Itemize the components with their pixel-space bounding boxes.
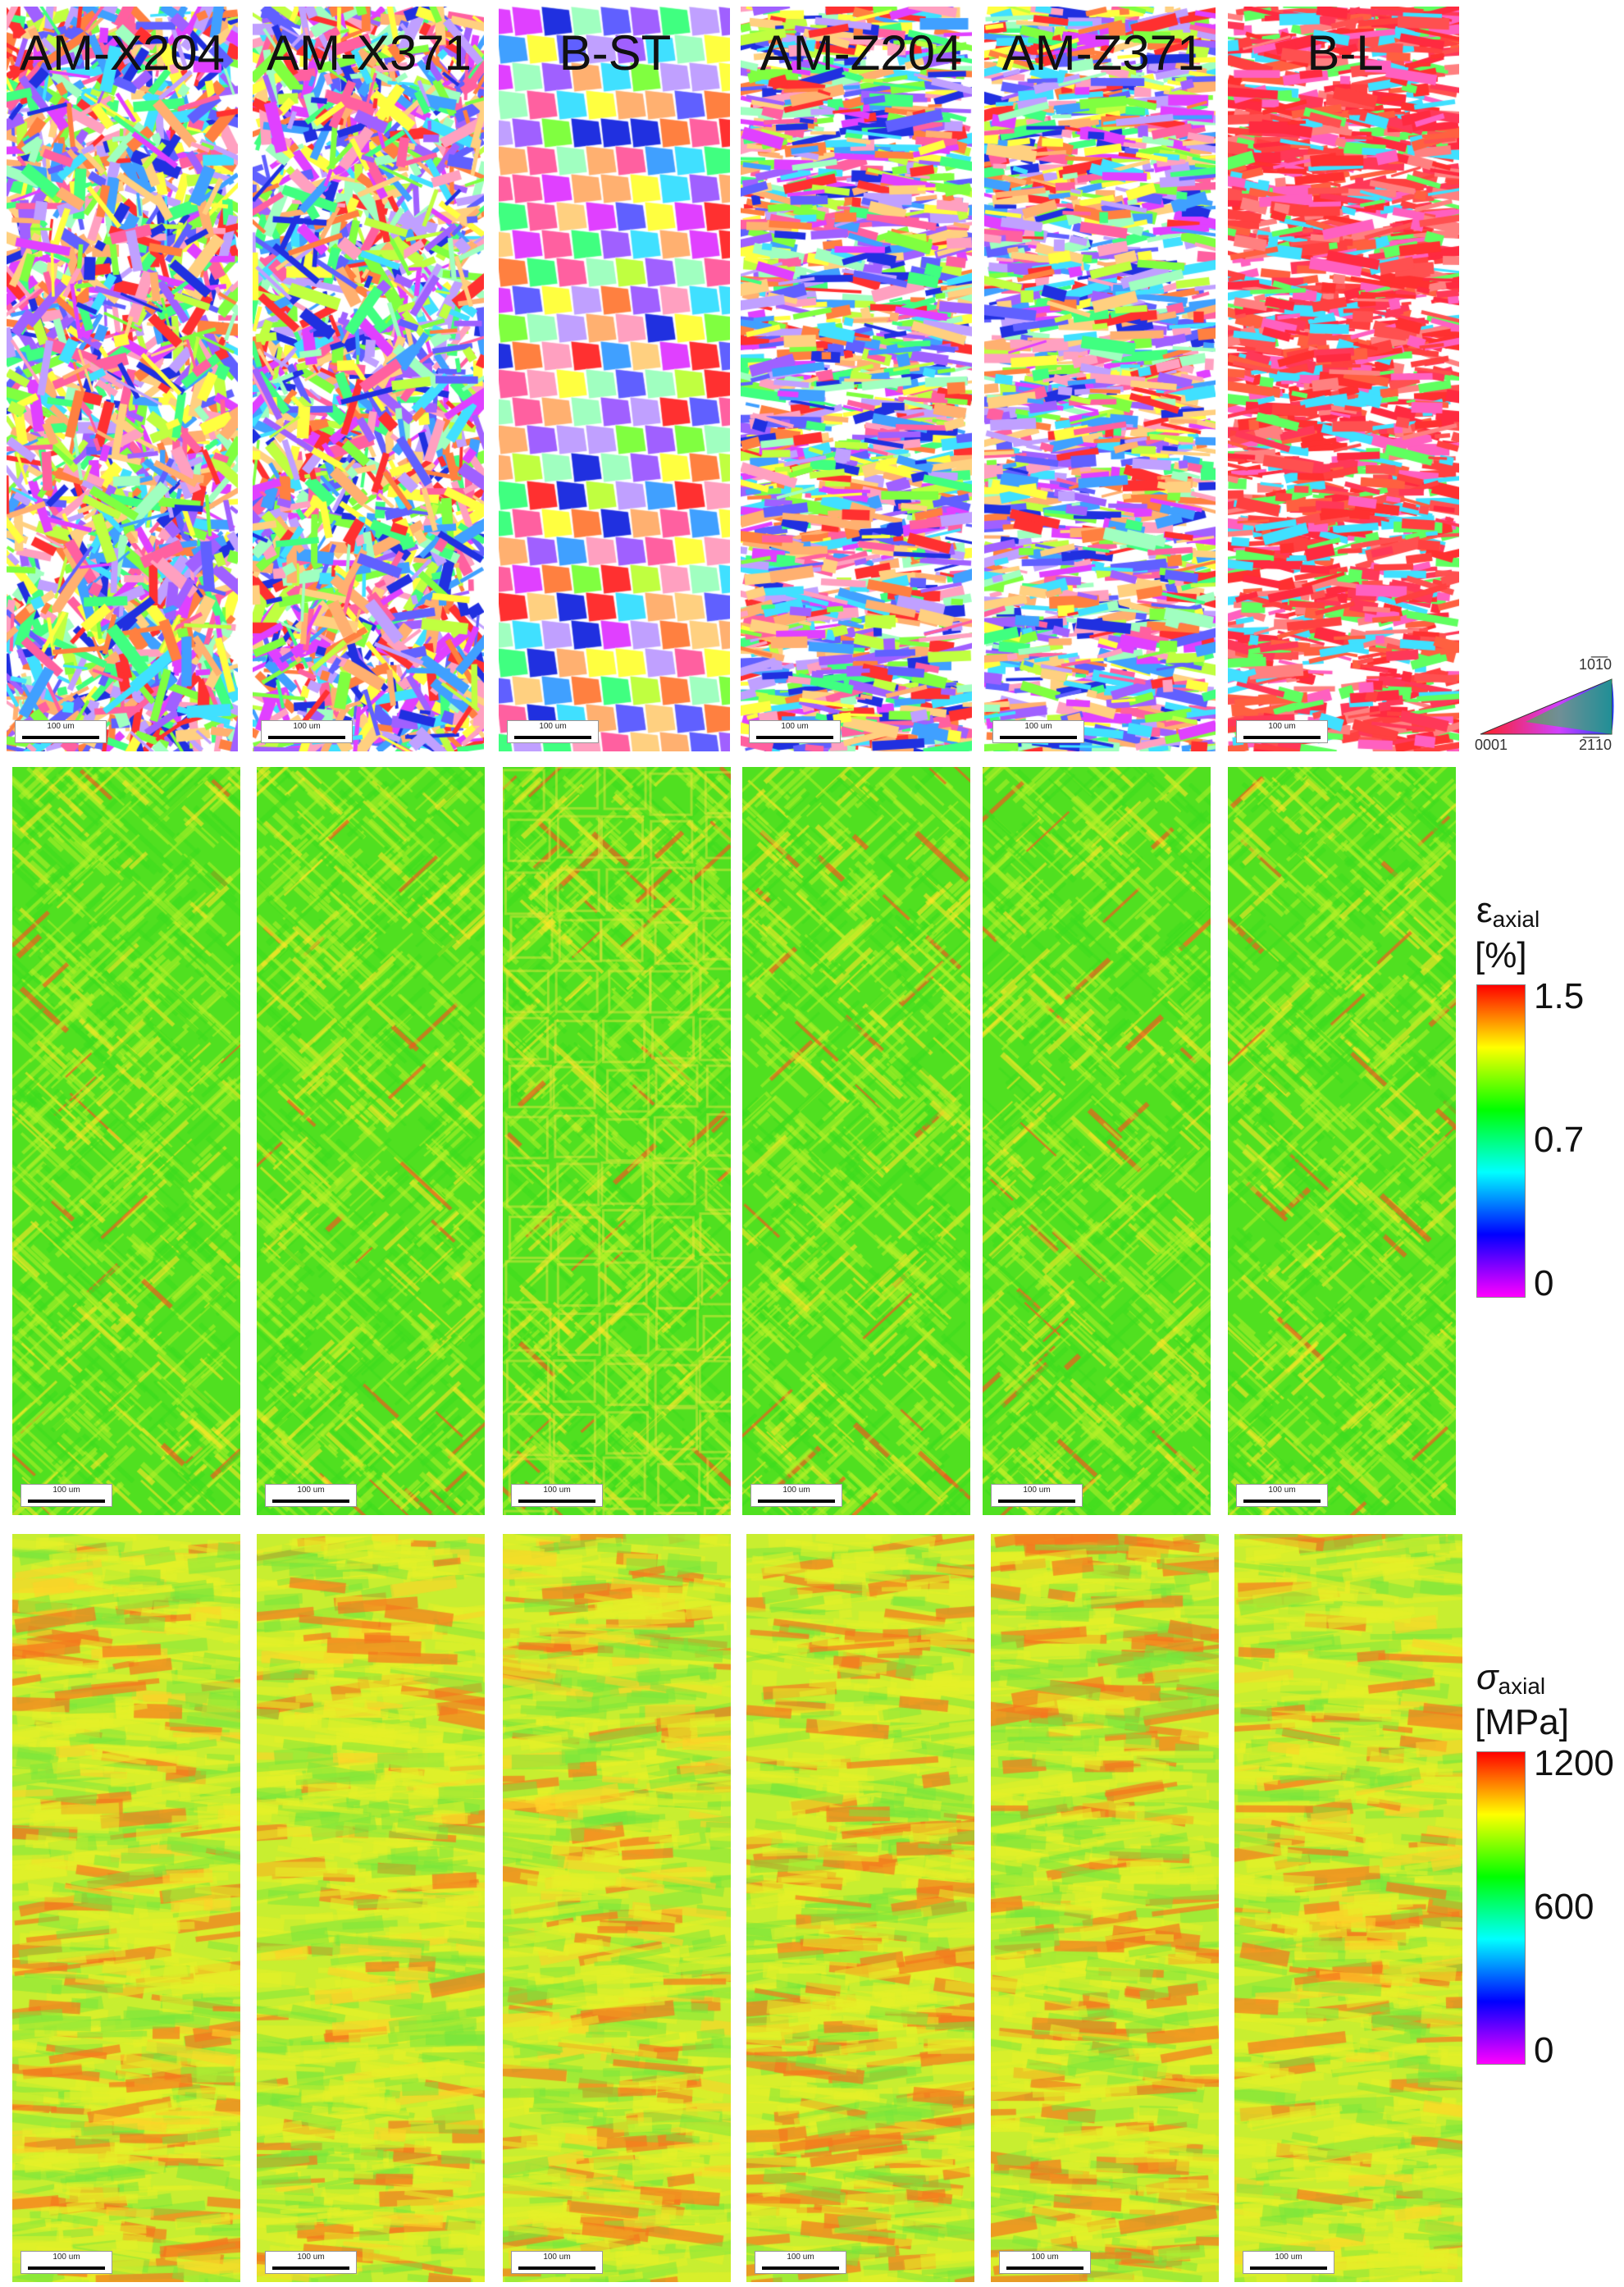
scale-bar: 100 um bbox=[750, 1484, 842, 1507]
strain-map-am-z371: 100 um bbox=[983, 767, 1211, 1515]
stress-map-am-x371: 100 um bbox=[257, 1534, 485, 2282]
scale-bar: 100 um bbox=[511, 1484, 603, 1507]
ipf-color-key bbox=[1480, 678, 1614, 735]
strain-map-am-x204: 100 um bbox=[12, 767, 240, 1515]
stress-map-am-x204: 100 um bbox=[12, 1534, 240, 2282]
strain-map-am-z204: 100 um bbox=[742, 767, 970, 1515]
strain-map-b-l: 100 um bbox=[1228, 767, 1456, 1515]
stress-map-am-z204: 100 um bbox=[746, 1534, 974, 2282]
scale-bar: 100 um bbox=[261, 720, 353, 743]
stress-colorbar bbox=[1476, 1751, 1526, 2065]
stress-legend-title: σaxial bbox=[1476, 1657, 1546, 1699]
strain-tick-min: 0 bbox=[1534, 1263, 1554, 1303]
ipf-map-am-x371: 100 um bbox=[253, 7, 484, 751]
scale-bar: 100 um bbox=[265, 2251, 357, 2274]
scale-bar: 100 um bbox=[1236, 720, 1328, 743]
scale-bar: 100 um bbox=[21, 1484, 112, 1507]
stress-map-b-st: 100 um bbox=[503, 1534, 731, 2282]
strain-map-b-st: 100 um bbox=[503, 767, 731, 1515]
stress-tick-max: 1200 bbox=[1534, 1743, 1614, 1783]
scale-bar: 100 um bbox=[15, 720, 107, 743]
strain-tick-max: 1.5 bbox=[1534, 976, 1585, 1016]
scale-bar: 100 um bbox=[991, 1484, 1083, 1507]
column-title-am-z204: AM-Z204 bbox=[760, 25, 963, 80]
ipf-key-label-left: 0001 bbox=[1475, 737, 1508, 753]
column-title-am-x371: AM-X371 bbox=[266, 25, 472, 80]
scale-bar: 100 um bbox=[999, 2251, 1091, 2274]
strain-tick-mid: 0.7 bbox=[1534, 1120, 1585, 1160]
stress-tick-min: 0 bbox=[1534, 2030, 1554, 2070]
strain-colorbar bbox=[1476, 984, 1526, 1298]
stress-legend-unit: [MPa] bbox=[1475, 1702, 1569, 1742]
scale-bar: 100 um bbox=[511, 2251, 603, 2274]
ipf-map-am-z371: 100 um bbox=[984, 7, 1216, 751]
ipf-map-b-l: 100 um bbox=[1228, 7, 1459, 751]
strain-legend-title: εaxial bbox=[1476, 890, 1540, 932]
scale-bar: 100 um bbox=[1236, 1484, 1328, 1507]
stress-map-am-z371: 100 um bbox=[991, 1534, 1219, 2282]
scale-bar: 100 um bbox=[749, 720, 841, 743]
scale-bar: 100 um bbox=[507, 720, 599, 743]
column-title-am-z371: AM-Z371 bbox=[1001, 25, 1205, 80]
scale-bar: 100 um bbox=[21, 2251, 112, 2274]
strain-map-am-x371: 100 um bbox=[257, 767, 485, 1515]
strain-legend-unit: [%] bbox=[1475, 935, 1527, 975]
column-title-am-x204: AM-X204 bbox=[19, 25, 226, 80]
scale-bar: 100 um bbox=[265, 1484, 357, 1507]
stress-map-b-l: 100 um bbox=[1234, 1534, 1462, 2282]
column-title-b-st: B-ST bbox=[559, 25, 672, 80]
ipf-map-am-x204: 100 um bbox=[7, 7, 238, 751]
ipf-key-label-right: 2̅1̅10 bbox=[1579, 737, 1613, 753]
scale-bar: 100 um bbox=[992, 720, 1084, 743]
ipf-map-b-st: 100 um bbox=[499, 7, 730, 751]
ipf-key-label-top: 10̅1̅0 bbox=[1579, 656, 1613, 673]
scale-bar: 100 um bbox=[755, 2251, 846, 2274]
stress-tick-mid: 600 bbox=[1534, 1887, 1594, 1927]
ipf-map-am-z204: 100 um bbox=[741, 7, 972, 751]
column-title-b-l: B-L bbox=[1307, 25, 1384, 80]
scale-bar: 100 um bbox=[1243, 2251, 1334, 2274]
